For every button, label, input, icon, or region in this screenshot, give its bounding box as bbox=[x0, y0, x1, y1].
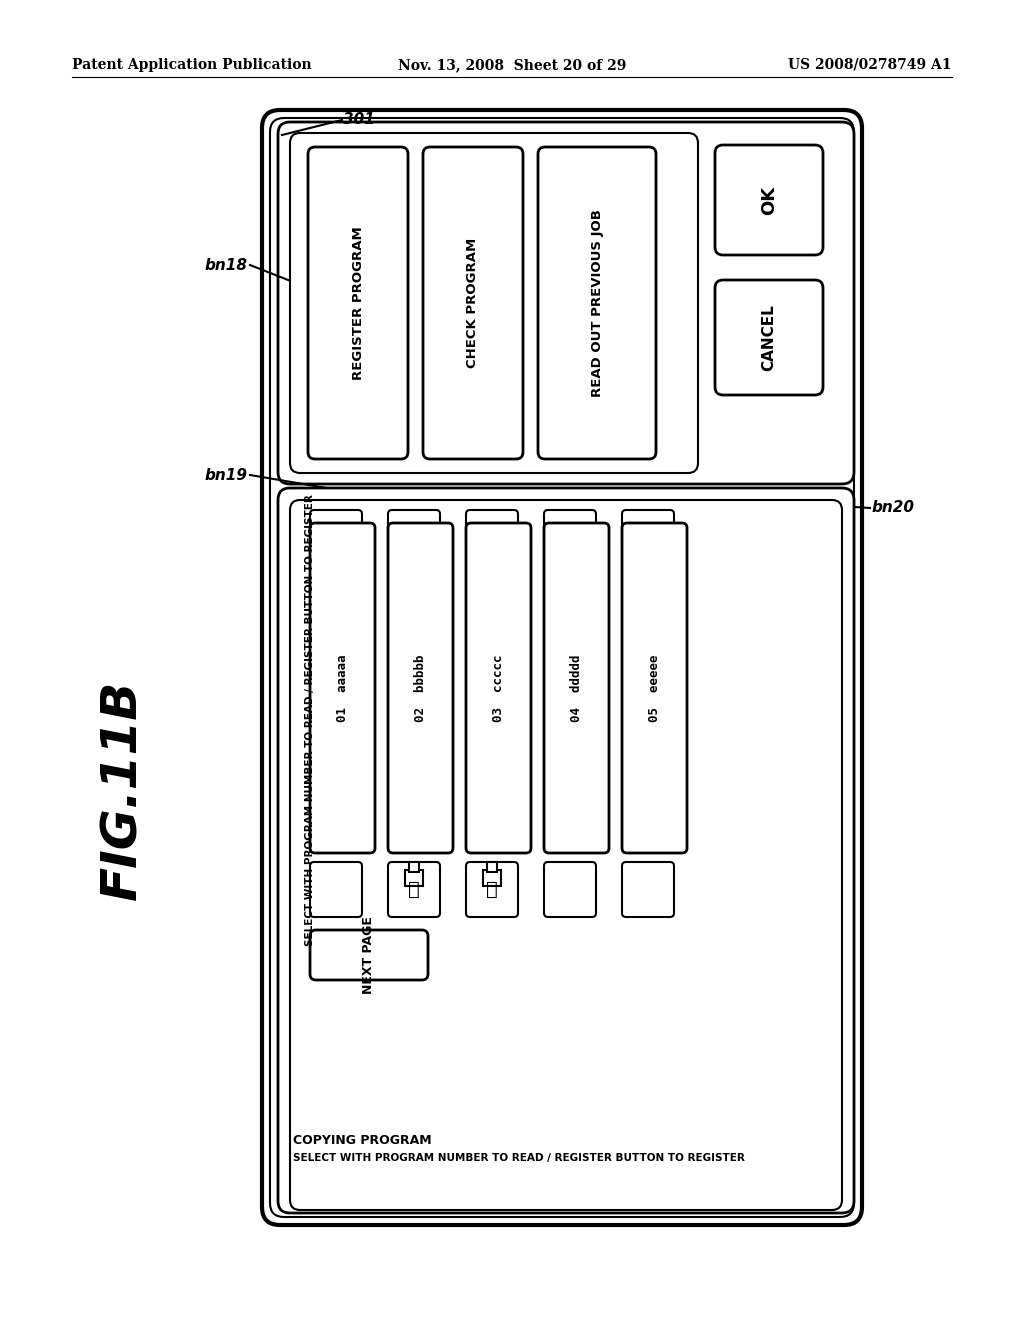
Text: REGISTER PROGRAM: REGISTER PROGRAM bbox=[351, 226, 365, 380]
Text: NEXT PAGE: NEXT PAGE bbox=[362, 916, 376, 994]
Text: Nov. 13, 2008  Sheet 20 of 29: Nov. 13, 2008 Sheet 20 of 29 bbox=[397, 58, 627, 73]
Text: 01  aaaaa: 01 aaaaa bbox=[336, 655, 349, 722]
FancyBboxPatch shape bbox=[423, 147, 523, 459]
FancyBboxPatch shape bbox=[388, 523, 453, 853]
FancyBboxPatch shape bbox=[388, 862, 440, 917]
Text: SELECT WITH PROGRAM NUMBER TO READ / REGISTER BUTTON TO REGISTER: SELECT WITH PROGRAM NUMBER TO READ / REG… bbox=[293, 1152, 744, 1163]
Text: 🔒: 🔒 bbox=[486, 880, 498, 899]
Bar bbox=[409, 862, 419, 873]
Text: 🔒: 🔒 bbox=[409, 880, 420, 899]
FancyBboxPatch shape bbox=[538, 147, 656, 459]
Text: 04  ddddd: 04 ddddd bbox=[570, 655, 583, 722]
FancyBboxPatch shape bbox=[466, 862, 518, 917]
FancyBboxPatch shape bbox=[622, 510, 674, 548]
FancyBboxPatch shape bbox=[622, 523, 687, 853]
FancyBboxPatch shape bbox=[290, 133, 698, 473]
Text: OK: OK bbox=[760, 185, 778, 215]
FancyBboxPatch shape bbox=[310, 862, 362, 917]
FancyBboxPatch shape bbox=[715, 145, 823, 255]
Text: 301: 301 bbox=[343, 112, 375, 128]
Text: COPYING PROGRAM: COPYING PROGRAM bbox=[293, 1134, 432, 1147]
FancyBboxPatch shape bbox=[310, 523, 375, 853]
Text: bn18: bn18 bbox=[205, 257, 248, 272]
FancyBboxPatch shape bbox=[270, 117, 854, 1217]
Bar bbox=[487, 862, 497, 873]
FancyBboxPatch shape bbox=[622, 862, 674, 917]
FancyBboxPatch shape bbox=[466, 523, 531, 853]
FancyBboxPatch shape bbox=[466, 510, 518, 548]
FancyBboxPatch shape bbox=[290, 500, 842, 1210]
Text: SELECT WITH PROGRAM NUMBER TO READ / REGISTER BUTTON TO REGISTER: SELECT WITH PROGRAM NUMBER TO READ / REG… bbox=[305, 494, 315, 946]
FancyBboxPatch shape bbox=[544, 862, 596, 917]
Text: CHECK PROGRAM: CHECK PROGRAM bbox=[467, 238, 479, 368]
Bar bbox=[483, 870, 501, 886]
FancyBboxPatch shape bbox=[544, 523, 609, 853]
Text: Patent Application Publication: Patent Application Publication bbox=[72, 58, 311, 73]
FancyBboxPatch shape bbox=[388, 510, 440, 548]
Text: US 2008/0278749 A1: US 2008/0278749 A1 bbox=[788, 58, 952, 73]
Text: 02  bbbbb: 02 bbbbb bbox=[414, 655, 427, 722]
Text: FIG.11B: FIG.11B bbox=[98, 680, 146, 900]
Text: bn20: bn20 bbox=[872, 500, 915, 516]
Text: 03  ccccc: 03 ccccc bbox=[492, 655, 505, 722]
Text: bn19: bn19 bbox=[205, 467, 248, 483]
FancyBboxPatch shape bbox=[262, 110, 862, 1225]
FancyBboxPatch shape bbox=[278, 488, 854, 1213]
FancyBboxPatch shape bbox=[715, 280, 823, 395]
FancyBboxPatch shape bbox=[308, 147, 408, 459]
FancyBboxPatch shape bbox=[278, 121, 854, 484]
Text: CANCEL: CANCEL bbox=[762, 304, 776, 371]
Bar bbox=[406, 870, 423, 886]
FancyBboxPatch shape bbox=[310, 510, 362, 548]
FancyBboxPatch shape bbox=[310, 931, 428, 979]
FancyBboxPatch shape bbox=[544, 510, 596, 548]
Text: READ OUT PREVIOUS JOB: READ OUT PREVIOUS JOB bbox=[591, 209, 603, 397]
Text: 05  eeeee: 05 eeeee bbox=[648, 655, 662, 722]
